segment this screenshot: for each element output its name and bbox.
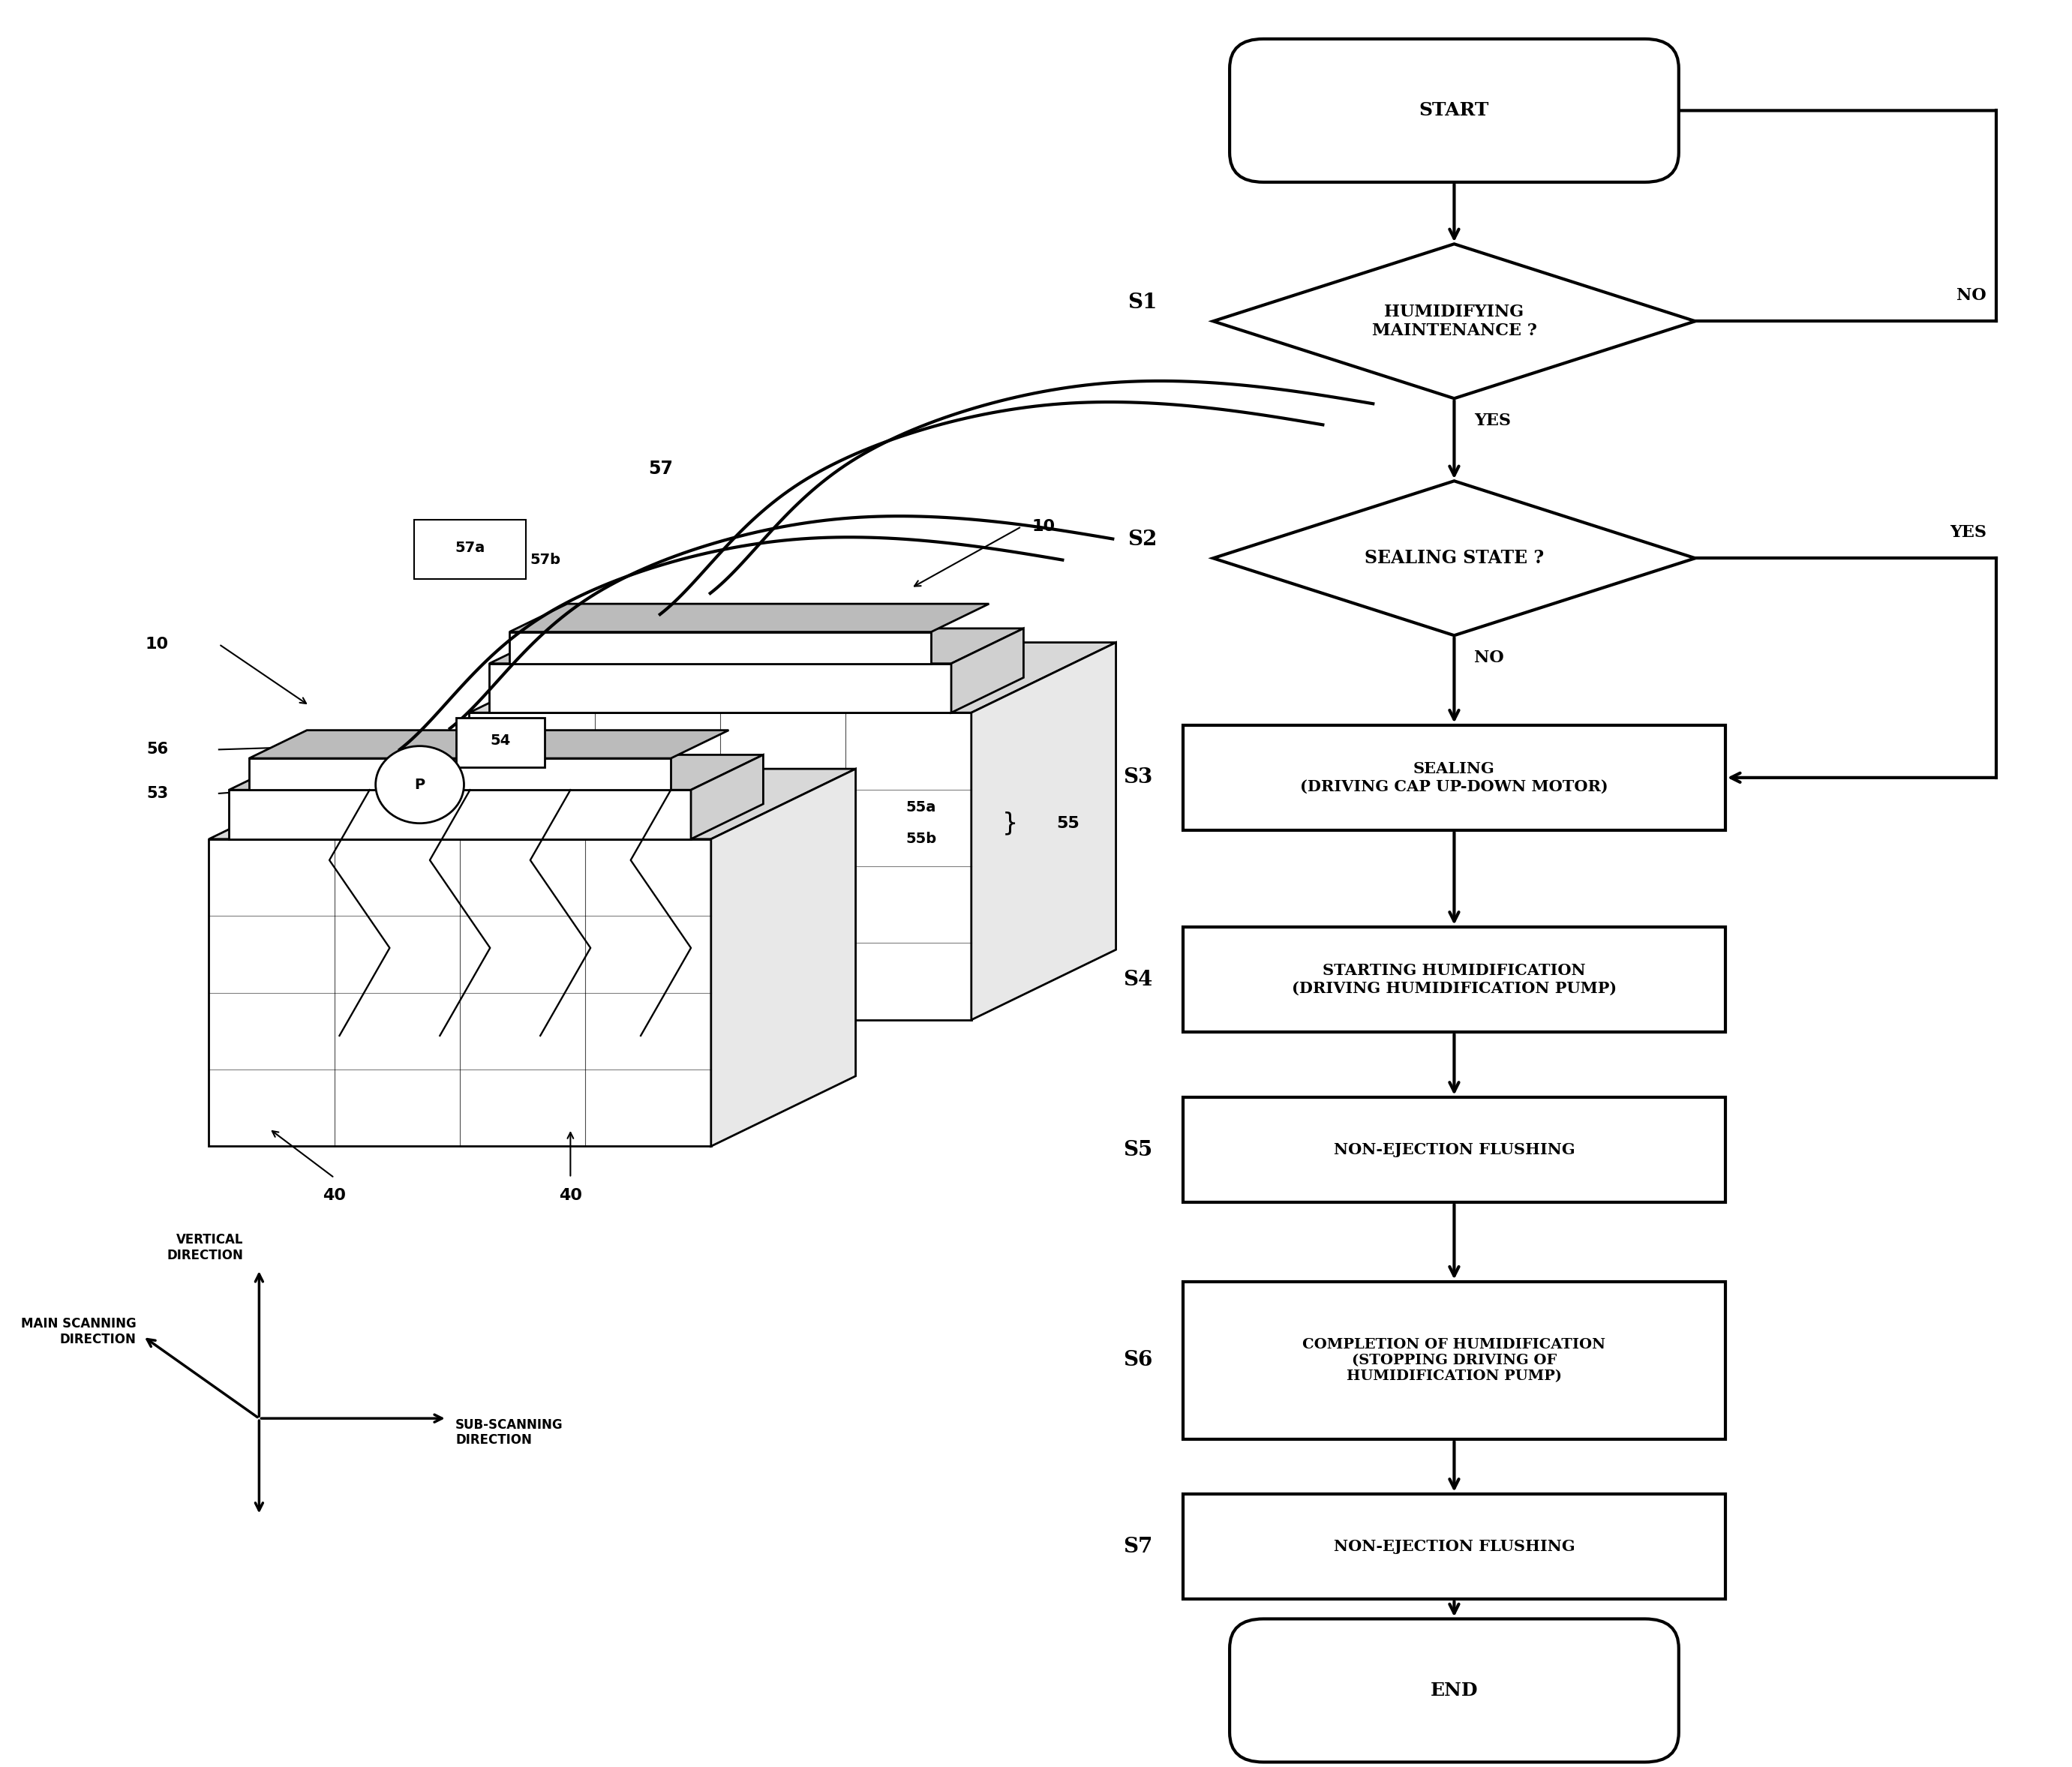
Polygon shape — [249, 758, 671, 790]
Circle shape — [375, 746, 464, 823]
Text: 10: 10 — [145, 636, 168, 652]
Text: SUB-SCANNING
DIRECTION: SUB-SCANNING DIRECTION — [456, 1417, 564, 1447]
Polygon shape — [1214, 481, 1695, 636]
Polygon shape — [209, 769, 856, 839]
Polygon shape — [489, 664, 951, 712]
Text: S6: S6 — [1123, 1350, 1152, 1371]
Text: 40: 40 — [559, 1187, 582, 1203]
Text: S1: S1 — [1127, 293, 1156, 313]
Polygon shape — [972, 643, 1117, 1020]
FancyBboxPatch shape — [1229, 39, 1678, 182]
Text: S4: S4 — [1123, 970, 1152, 990]
Polygon shape — [249, 730, 729, 758]
Text: SEALING
(DRIVING CAP UP-DOWN MOTOR): SEALING (DRIVING CAP UP-DOWN MOTOR) — [1299, 762, 1608, 793]
Text: 57a: 57a — [456, 541, 485, 555]
Text: S5: S5 — [1123, 1140, 1152, 1159]
Text: P: P — [414, 777, 425, 792]
Bar — [1183, 1281, 1726, 1440]
Text: NO: NO — [1475, 650, 1504, 666]
Text: S3: S3 — [1123, 767, 1152, 788]
Polygon shape — [489, 629, 1024, 664]
Polygon shape — [951, 629, 1024, 712]
Text: NON-EJECTION FLUSHING: NON-EJECTION FLUSHING — [1334, 1539, 1575, 1553]
Text: MAIN SCANNING
DIRECTION: MAIN SCANNING DIRECTION — [21, 1316, 137, 1346]
Text: 55a: 55a — [905, 800, 937, 815]
Polygon shape — [230, 790, 690, 839]
Text: NO: NO — [1956, 288, 1987, 304]
Polygon shape — [1214, 244, 1695, 398]
Polygon shape — [711, 769, 856, 1147]
FancyBboxPatch shape — [1229, 1619, 1678, 1762]
Polygon shape — [468, 712, 972, 1020]
Bar — [1183, 928, 1726, 1032]
Text: 10: 10 — [1032, 519, 1055, 534]
Bar — [1183, 1493, 1726, 1599]
Text: 54: 54 — [489, 733, 510, 747]
Text: 57: 57 — [649, 459, 673, 477]
Polygon shape — [690, 755, 762, 839]
Text: S7: S7 — [1123, 1537, 1152, 1557]
Bar — [1183, 1097, 1726, 1203]
Text: 55: 55 — [1057, 816, 1080, 830]
Text: 53: 53 — [147, 786, 168, 800]
Text: 57b: 57b — [530, 553, 562, 567]
Text: COMPLETION OF HUMIDIFICATION
(STOPPING DRIVING OF
HUMIDIFICATION PUMP): COMPLETION OF HUMIDIFICATION (STOPPING D… — [1303, 1338, 1606, 1384]
Text: SEALING STATE ?: SEALING STATE ? — [1365, 550, 1544, 567]
Text: }: } — [1003, 811, 1017, 836]
Text: 56: 56 — [147, 742, 168, 756]
Text: 40: 40 — [323, 1187, 346, 1203]
Polygon shape — [230, 755, 762, 790]
Text: NON-EJECTION FLUSHING: NON-EJECTION FLUSHING — [1334, 1141, 1575, 1157]
Polygon shape — [510, 604, 988, 633]
Text: START: START — [1419, 101, 1490, 120]
Bar — [1183, 724, 1726, 830]
Text: END: END — [1430, 1682, 1477, 1700]
Text: 55b: 55b — [905, 832, 937, 846]
Text: S2: S2 — [1127, 530, 1156, 550]
Text: YES: YES — [1950, 525, 1987, 541]
Text: VERTICAL
DIRECTION: VERTICAL DIRECTION — [166, 1233, 242, 1262]
Polygon shape — [468, 643, 1117, 712]
Bar — [456, 717, 545, 767]
Polygon shape — [209, 839, 711, 1147]
Polygon shape — [510, 633, 930, 664]
Text: HUMIDIFYING
MAINTENANCE ?: HUMIDIFYING MAINTENANCE ? — [1372, 304, 1537, 339]
Text: STARTING HUMIDIFICATION
(DRIVING HUMIDIFICATION PUMP): STARTING HUMIDIFICATION (DRIVING HUMIDIF… — [1291, 963, 1616, 997]
Text: YES: YES — [1475, 412, 1510, 429]
Bar — [414, 519, 526, 580]
